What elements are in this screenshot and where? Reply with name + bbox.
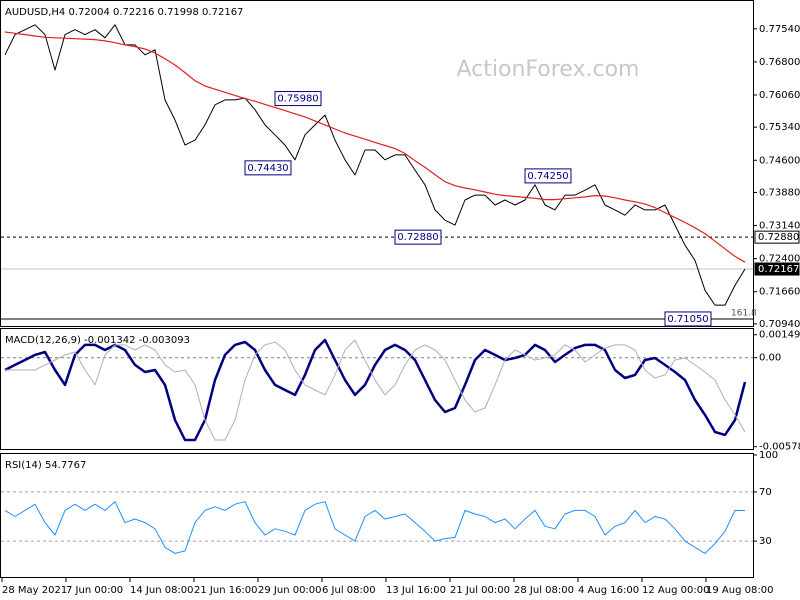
series-line [4,501,746,554]
watermark: ActionForex.com [457,57,640,82]
annotation: 161.8 [731,309,757,319]
y-tick-label: 0.75340 [759,122,800,133]
panel-frame [0,0,754,327]
y-tick-label: 0.74600 [759,155,800,166]
y-tick-label: 100 [759,450,778,461]
panel-frame [0,328,754,450]
annotation: 0.74430 [247,163,288,174]
annotation-box [524,168,572,184]
annotation-box [664,311,712,327]
x-tick-label: 12 Aug 00:00 [642,585,709,596]
x-tick-label: 19 Aug 08:00 [706,585,773,596]
panel-title: AUDUSD,H4 0.72004 0.72216 0.71998 0.7216… [5,7,243,18]
y-tick-label: 0.71660 [759,287,800,298]
x-tick-label: 29 Jun 00:00 [258,585,322,596]
series-line [4,338,747,442]
annotation-box [394,229,442,245]
y-tick-label: 0.77540 [759,24,800,35]
y-tick-label: 70 [759,487,772,498]
level-label-box [754,230,800,244]
series-line [4,31,746,263]
y-tick-label: 0.76800 [759,57,800,68]
x-tick-label: 4 Aug 16:00 [578,585,639,596]
x-tick-label: 28 May 2021 [2,585,67,596]
x-tick-label: 13 Jul 16:00 [386,585,446,596]
y-tick-label: 30 [759,536,772,547]
level-label: 0.72880 [758,232,799,243]
x-tick-label: 21 Jun 16:00 [194,585,258,596]
y-tick-label: 0.72400 [759,254,800,265]
x-tick-label: 7 Jun 00:00 [66,585,123,596]
annotation: 0.74250 [527,171,568,182]
annotation-box [274,91,322,107]
x-tick-label: 14 Jun 08:00 [130,585,194,596]
series-line [5,339,746,441]
x-tick-label: 21 Jul 00:00 [450,585,510,596]
panel-frame [0,453,754,578]
x-tick-label: 28 Jul 08:00 [514,585,574,596]
y-tick-label: -0.005784 [759,442,800,453]
level-label: 0.72167 [758,264,799,275]
y-tick-label: 0.70940 [759,319,800,330]
y-tick-label: 0.73880 [759,187,800,198]
panel-title: MACD(12,26,9) -0.001342 -0.003093 [5,335,190,346]
y-tick-label: 0.00 [759,353,781,364]
annotation-box [244,160,292,176]
panel-title: RSI(14) 54.7767 [5,460,86,471]
annotation: 0.75980 [277,94,318,105]
annotation: 0.72880 [397,232,438,243]
annotation: 0.71050 [667,314,708,325]
y-tick-label: 0.73140 [759,221,800,232]
y-tick-label: 0.001492 [759,330,800,341]
y-tick-label: 0.76060 [759,90,800,101]
level-label-box [754,262,800,276]
x-tick-label: 6 Jul 08:00 [322,585,376,596]
